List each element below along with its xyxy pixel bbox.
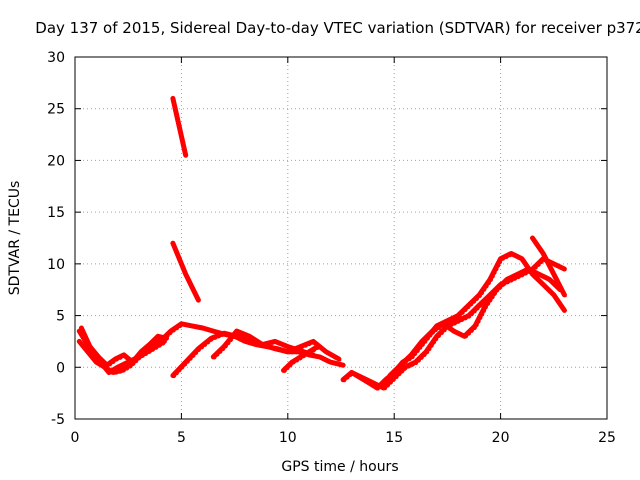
x-tick-label: 10: [279, 430, 297, 446]
series-trace-f: [170, 330, 316, 379]
grid-lines: [75, 57, 607, 419]
x-tick-label: 25: [598, 430, 616, 446]
series-trace-a: [170, 95, 189, 158]
x-tick-label: 20: [492, 430, 510, 446]
y-tick-label: 20: [47, 153, 65, 169]
chart-title: Day 137 of 2015, Sidereal Day-to-day VTE…: [35, 19, 640, 37]
series-trace-d-jitter: [79, 341, 167, 375]
y-tick-label: 15: [47, 205, 65, 221]
x-axis-label: GPS time / hours: [281, 459, 398, 475]
data-series: [76, 95, 567, 391]
y-tick-label: 30: [47, 50, 65, 66]
series-trace-h-jitter: [284, 347, 321, 373]
x-tick-label: 0: [71, 430, 80, 446]
series-trace-k-jitter: [390, 269, 563, 379]
y-tick-label: 5: [56, 309, 65, 325]
y-tick-label: 10: [47, 257, 65, 273]
y-tick-label: 25: [47, 102, 65, 118]
series-trace-a-jitter: [173, 98, 189, 158]
series-trace-e-jitter: [81, 328, 169, 368]
plot-frame: [74, 56, 608, 420]
x-tick-label: 15: [385, 430, 403, 446]
series-trace-c-jitter: [79, 324, 346, 375]
series-trace-l-jitter: [533, 238, 567, 298]
series-trace-j-jitter: [352, 259, 567, 391]
y-axis-label: SDTVAR / TECUs: [7, 181, 23, 296]
series-trace-b-jitter: [173, 243, 201, 303]
y-tick-label: -5: [51, 412, 65, 428]
series-trace-h: [281, 344, 321, 373]
x-tick-label: 5: [177, 430, 186, 446]
axes: 0 5 10 15 20 25 -5 0 5 10 15 20 25 30: [47, 50, 616, 446]
y-tick-label: 0: [56, 360, 65, 376]
